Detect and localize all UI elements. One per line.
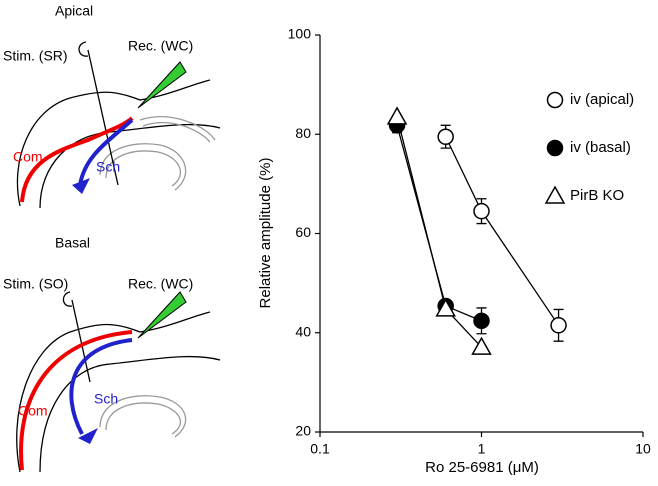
com-path <box>19 330 133 471</box>
data-point <box>473 202 490 220</box>
y-tick-label: 20 <box>295 423 311 439</box>
sch-label: Sch <box>96 159 120 175</box>
data-point <box>473 312 490 330</box>
data-point <box>437 128 454 145</box>
legend-label: iv (basal) <box>570 139 631 156</box>
legend-label: PirB KO <box>570 187 624 204</box>
stim-electrode <box>62 291 91 383</box>
x-tick-label: 10 <box>635 441 651 457</box>
outline <box>16 79 211 207</box>
com-label: Com <box>18 403 48 419</box>
arrowhead <box>72 178 90 194</box>
rec-label: Rec. (WC) <box>128 38 193 54</box>
legend-marker <box>546 91 564 109</box>
rec-electrode <box>137 61 187 109</box>
series-line <box>445 136 560 326</box>
sch-label: Sch <box>94 391 118 407</box>
y-tick-label: 40 <box>295 323 311 339</box>
y-tick-label: 60 <box>295 224 311 240</box>
sch-path <box>78 118 134 186</box>
data-point <box>471 336 492 355</box>
stim-label: Stim. (SR) <box>3 48 68 64</box>
dentate <box>99 395 187 438</box>
y-axis-label: Relative amplitude (%) <box>257 158 274 309</box>
y-tick-label: 80 <box>295 125 311 141</box>
legend-marker <box>546 139 564 157</box>
x-axis-label: Ro 25-6981 (μM) <box>425 459 539 476</box>
stim-electrode <box>78 41 119 186</box>
series-line <box>396 125 482 322</box>
outline <box>39 123 221 209</box>
y-tick-label: 100 <box>288 26 312 42</box>
data-point <box>386 106 408 125</box>
rec-label: Rec. (WC) <box>128 276 193 292</box>
x-tick-label: 0.1 <box>310 441 330 457</box>
panel-title: Basal <box>55 235 90 251</box>
sch-path <box>69 338 133 435</box>
panel-title: Apical <box>55 3 93 19</box>
dentate <box>139 116 216 143</box>
stim-label: Stim. (SO) <box>3 276 68 292</box>
com-path <box>20 116 134 203</box>
x-tick-label: 1 <box>478 441 486 457</box>
dentate <box>99 143 187 191</box>
outline <box>39 355 221 473</box>
data-point <box>550 317 567 334</box>
data-point <box>435 298 456 317</box>
rec-electrode <box>137 291 187 339</box>
diagram-basal: Basal Stim. (SO) Rec. (WC) Com Sch <box>3 235 221 473</box>
legend-marker <box>544 185 566 204</box>
diagram-apical: Apical Stim. (SR) Rec. (WC) Com Sch <box>3 3 221 209</box>
outline <box>16 311 211 473</box>
arrowhead <box>78 428 98 444</box>
com-label: Com <box>13 149 43 165</box>
legend-label: iv (apical) <box>570 91 634 108</box>
